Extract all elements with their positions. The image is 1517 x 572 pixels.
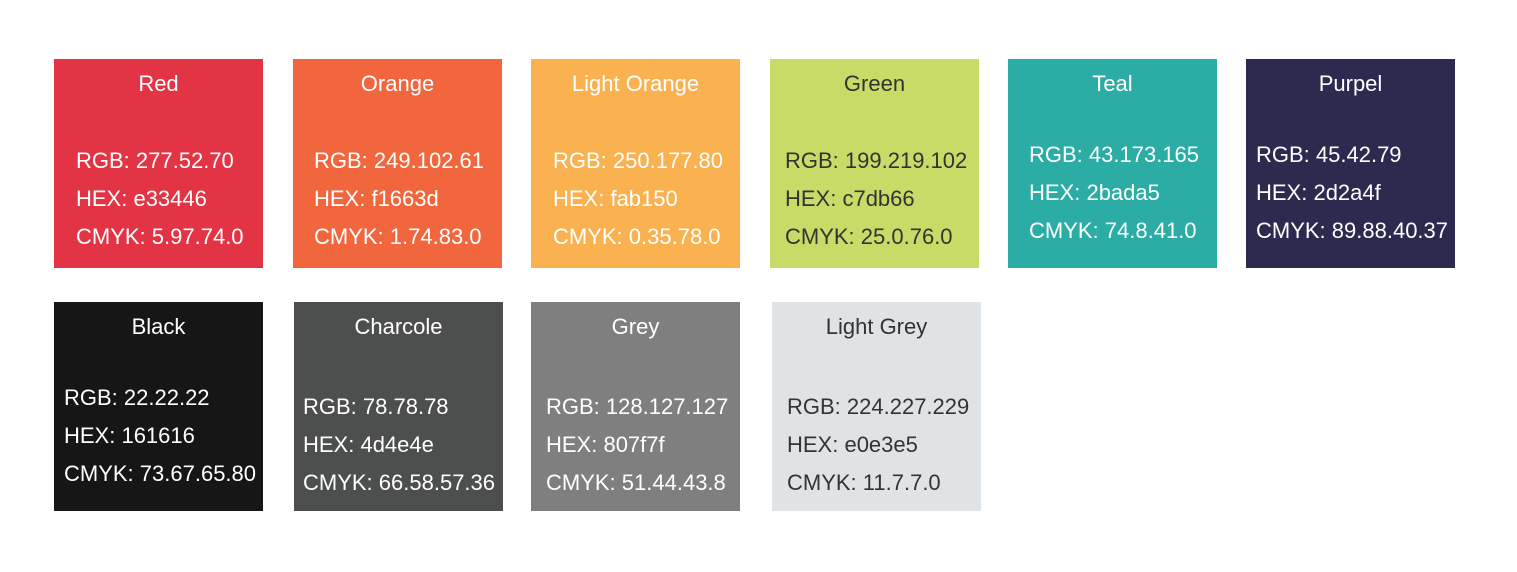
swatch-orange: Orange RGB: 249.102.61 HEX: f1663d CMYK:… (293, 59, 502, 268)
swatch-name: Green (843, 71, 906, 96)
hex-value: HEX: c7db66 (785, 186, 915, 211)
cmyk-value: CMYK: 66.58.57.36 (303, 470, 496, 495)
cmyk-value: CMYK: 89.88.40.37 (1256, 218, 1449, 243)
swatch-specs: RGB: 43.173.165 HEX: 2bada5 CMYK: 74.8.4… (1029, 136, 1199, 250)
swatch-name: Red (138, 71, 179, 96)
hex-value: HEX: fab150 (553, 186, 678, 211)
cmyk-value: CMYK: 25.0.76.0 (785, 224, 953, 249)
cmyk-value: CMYK: 51.44.43.8 (546, 470, 726, 495)
cmyk-value: CMYK: 1.74.83.0 (314, 224, 482, 249)
hex-value: HEX: 4d4e4e (303, 432, 434, 457)
swatch-grey: Grey RGB: 128.127.127 HEX: 807f7f CMYK: … (531, 302, 740, 511)
cmyk-value: CMYK: 5.97.74.0 (76, 224, 244, 249)
rgb-value: RGB: 43.173.165 (1029, 142, 1200, 167)
hex-value: HEX: 161616 (64, 423, 195, 448)
swatch-red: Red RGB: 277.52.70 HEX: e33446 CMYK: 5.9… (54, 59, 263, 268)
swatch-name: Black (131, 314, 186, 339)
hex-value: HEX: 2bada5 (1029, 180, 1160, 205)
rgb-value: RGB: 199.219.102 (785, 148, 968, 173)
swatch-name: Charcole (354, 314, 443, 339)
cmyk-value: CMYK: 0.35.78.0 (553, 224, 721, 249)
rgb-value: RGB: 78.78.78 (303, 394, 449, 419)
swatch-light-grey: Light Grey RGB: 224.227.229 HEX: e0e3e5 … (772, 302, 981, 511)
swatch-specs: RGB: 22.22.22 HEX: 161616 CMYK: 73.67.65… (64, 379, 256, 493)
swatch-purpel: Purpel RGB: 45.42.79 HEX: 2d2a4f CMYK: 8… (1246, 59, 1455, 268)
swatch-specs: RGB: 45.42.79 HEX: 2d2a4f CMYK: 89.88.40… (1256, 136, 1448, 250)
hex-value: HEX: 2d2a4f (1256, 180, 1381, 205)
swatch-specs: RGB: 224.227.229 HEX: e0e3e5 CMYK: 11.7.… (787, 388, 969, 502)
swatch-black: Black RGB: 22.22.22 HEX: 161616 CMYK: 73… (54, 302, 263, 511)
swatch-name: Purpel (1318, 71, 1383, 96)
hex-value: HEX: f1663d (314, 186, 439, 211)
rgb-value: RGB: 249.102.61 (314, 148, 485, 173)
cmyk-value: CMYK: 11.7.7.0 (787, 470, 941, 495)
swatch-name: Orange (360, 71, 435, 96)
swatch-name: Light Grey (825, 314, 928, 339)
swatch-specs: RGB: 250.177.80 HEX: fab150 CMYK: 0.35.7… (553, 142, 723, 256)
rgb-value: RGB: 277.52.70 (76, 148, 234, 173)
swatch-specs: RGB: 128.127.127 HEX: 807f7f CMYK: 51.44… (546, 388, 728, 502)
hex-value: HEX: 807f7f (546, 432, 665, 457)
swatch-specs: RGB: 78.78.78 HEX: 4d4e4e CMYK: 66.58.57… (303, 388, 495, 502)
swatch-charcole: Charcole RGB: 78.78.78 HEX: 4d4e4e CMYK:… (294, 302, 503, 511)
rgb-value: RGB: 128.127.127 (546, 394, 729, 419)
cmyk-value: CMYK: 74.8.41.0 (1029, 218, 1197, 243)
swatch-name: Light Orange (571, 71, 700, 96)
rgb-value: RGB: 22.22.22 (64, 385, 210, 410)
swatch-specs: RGB: 277.52.70 HEX: e33446 CMYK: 5.97.74… (76, 142, 244, 256)
hex-value: HEX: e0e3e5 (787, 432, 918, 457)
rgb-value: RGB: 250.177.80 (553, 148, 724, 173)
swatch-name: Teal (1092, 71, 1133, 96)
swatch-green: Green RGB: 199.219.102 HEX: c7db66 CMYK:… (770, 59, 979, 268)
rgb-value: RGB: 224.227.229 (787, 394, 970, 419)
swatch-name: Grey (611, 314, 660, 339)
swatch-teal: Teal RGB: 43.173.165 HEX: 2bada5 CMYK: 7… (1008, 59, 1217, 268)
cmyk-value: CMYK: 73.67.65.80 (64, 461, 257, 486)
rgb-value: RGB: 45.42.79 (1256, 142, 1402, 167)
swatch-specs: RGB: 199.219.102 HEX: c7db66 CMYK: 25.0.… (785, 142, 967, 256)
hex-value: HEX: e33446 (76, 186, 207, 211)
swatch-specs: RGB: 249.102.61 HEX: f1663d CMYK: 1.74.8… (314, 142, 484, 256)
swatch-light-orange: Light Orange RGB: 250.177.80 HEX: fab150… (531, 59, 740, 268)
